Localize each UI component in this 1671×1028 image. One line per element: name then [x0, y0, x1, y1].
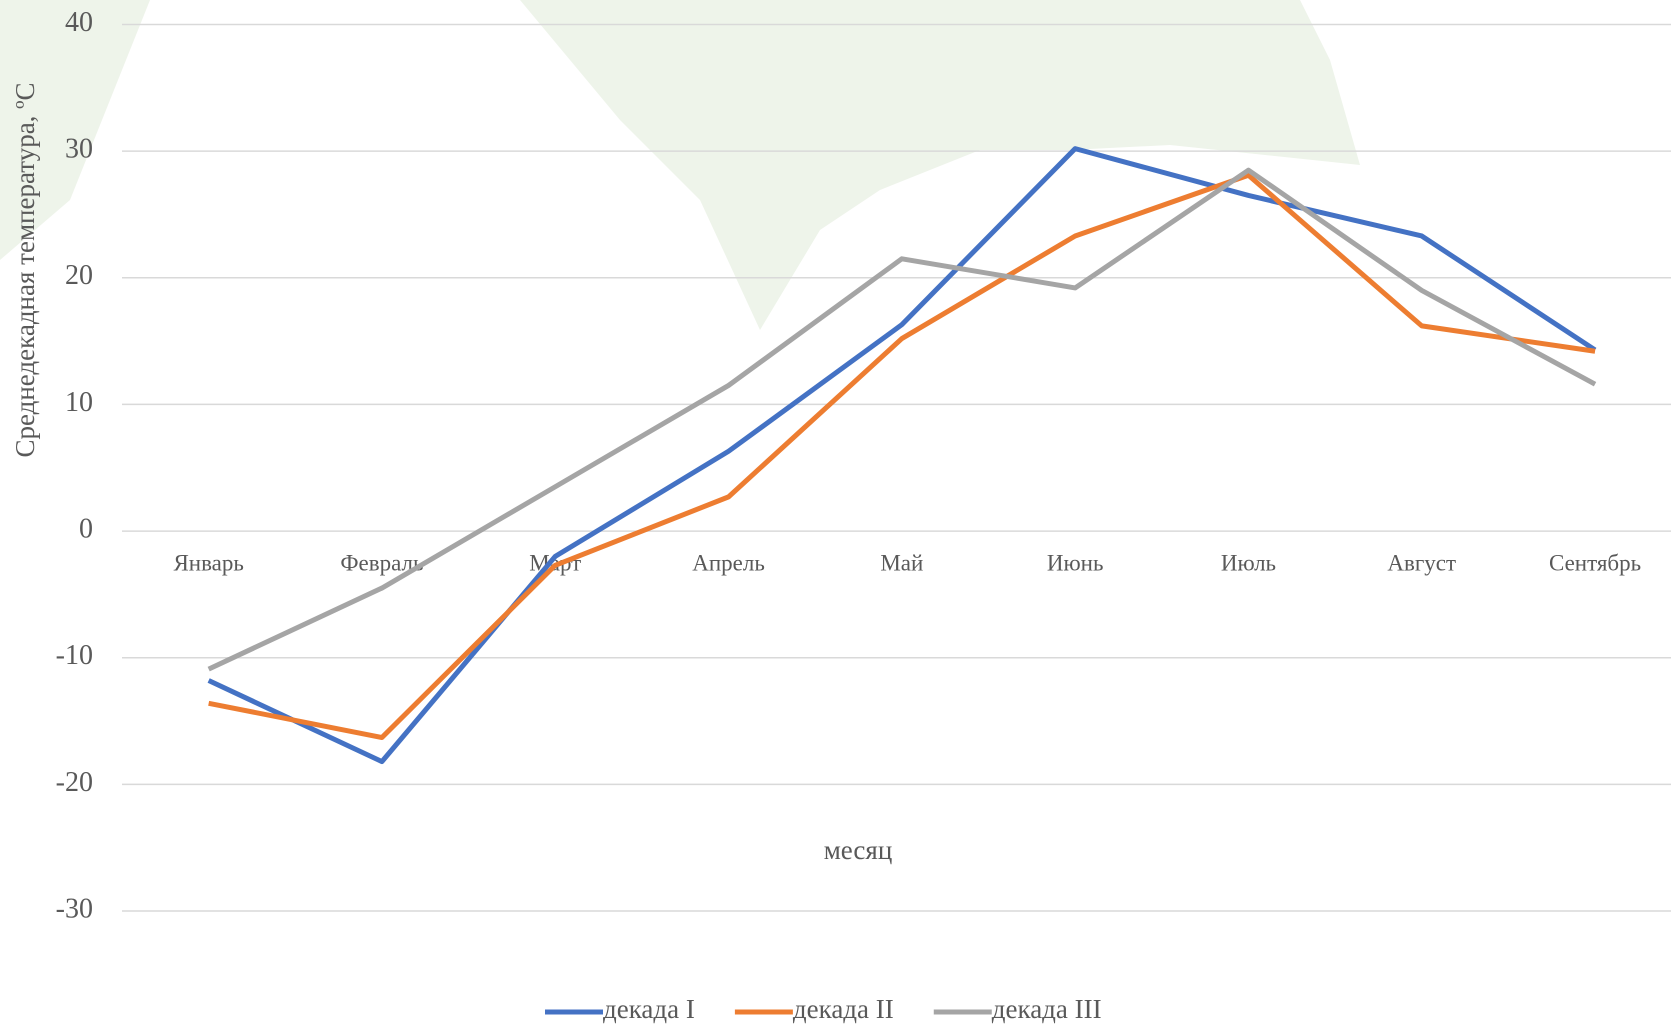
x-tick-label: Январь [173, 550, 243, 575]
x-tick-label: Сентябрь [1549, 550, 1641, 575]
y-tick-label: -30 [56, 893, 93, 924]
y-tick-label: -10 [56, 640, 93, 671]
x-tick-label: Апрель [692, 550, 765, 575]
x-axis-label: месяц [824, 835, 893, 865]
series-line [209, 149, 1595, 762]
legend: декада I декада II декада III [545, 994, 1102, 1024]
y-tick-label: 0 [79, 513, 93, 544]
legend-label: декада I [603, 994, 695, 1024]
x-tick-label: Май [880, 550, 923, 575]
chart: -30-20-10010203040ЯнварьФевральМартАпрел… [0, 0, 1671, 1028]
x-tick-label: Июль [1221, 550, 1276, 575]
series-line [209, 170, 1595, 669]
x-tick-label: Август [1387, 550, 1456, 575]
y-tick-label: 30 [65, 134, 93, 165]
legend-label: декада II [793, 994, 894, 1024]
page: -30-20-10010203040ЯнварьФевральМартАпрел… [0, 0, 1671, 1028]
y-tick-label: 10 [65, 387, 93, 418]
y-axis-label: Среднедекадная температура, ºС [10, 82, 40, 457]
legend-label: декада III [992, 994, 1102, 1024]
y-tick-label: 20 [65, 260, 93, 291]
x-tick-label: Июнь [1047, 550, 1104, 575]
plot-lines [209, 149, 1595, 762]
y-tick-label: 40 [65, 7, 93, 38]
y-tick-label: -20 [56, 767, 93, 798]
map-watermark [110, 0, 1360, 330]
